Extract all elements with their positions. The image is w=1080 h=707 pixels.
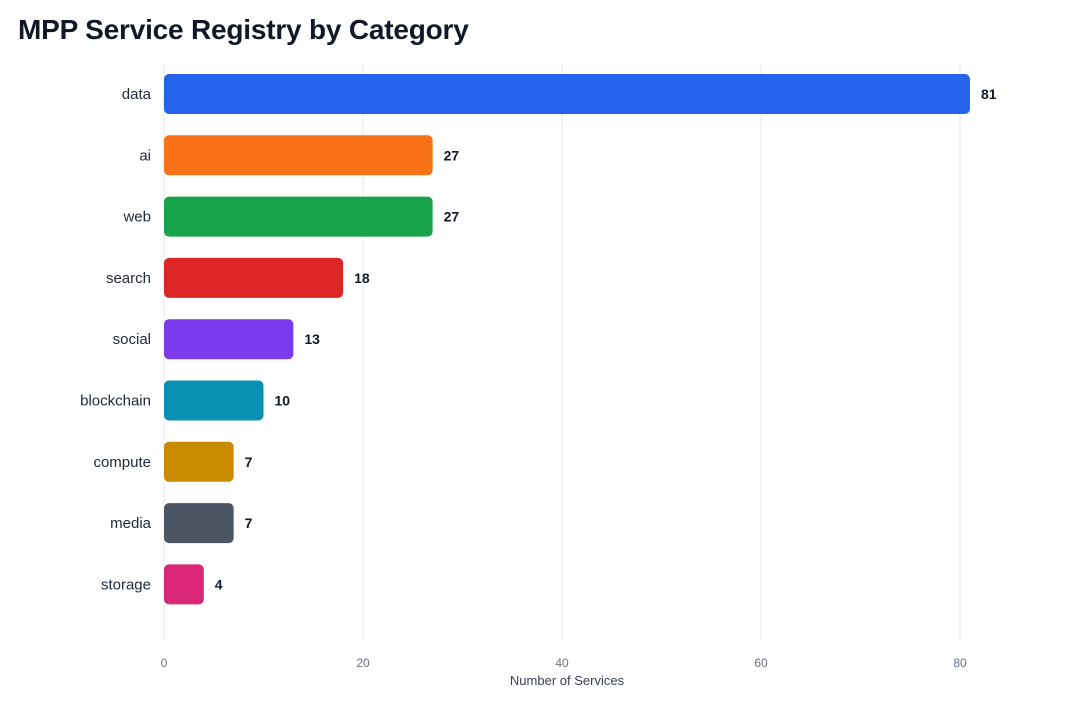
category-label-search: search <box>106 270 151 287</box>
x-tick-label: 40 <box>555 656 569 670</box>
value-label-social: 13 <box>304 331 320 347</box>
x-tick-label: 20 <box>356 656 370 670</box>
value-label-blockchain: 10 <box>275 393 291 409</box>
category-label-ai: ai <box>139 147 151 164</box>
value-label-data: 81 <box>981 86 997 102</box>
x-tick-label: 60 <box>754 656 768 670</box>
bar-storage <box>164 564 204 605</box>
x-tick-label: 80 <box>953 656 967 670</box>
bar-blockchain <box>164 380 264 421</box>
category-label-social: social <box>113 331 151 348</box>
value-labels: 81 27 27 18 13 10 7 7 4 <box>215 86 997 592</box>
value-label-media: 7 <box>245 515 253 531</box>
value-label-compute: 7 <box>245 454 253 470</box>
bar-web <box>164 196 433 237</box>
bar-search <box>164 257 344 298</box>
value-label-web: 27 <box>444 209 460 225</box>
chart-title: MPP Service Registry by Category <box>18 14 469 45</box>
category-label-compute: compute <box>93 454 151 471</box>
value-label-storage: 4 <box>215 576 223 592</box>
value-label-search: 18 <box>354 270 370 286</box>
x-axis-title: Number of Services <box>510 673 625 688</box>
bar-data <box>164 74 970 114</box>
category-label-media: media <box>110 515 152 532</box>
category-label-storage: storage <box>101 576 151 593</box>
bar-compute <box>164 441 234 482</box>
x-tick-label: 0 <box>161 656 168 670</box>
value-label-ai: 27 <box>444 147 460 163</box>
x-axis-ticks: 0 20 40 60 80 <box>161 656 967 670</box>
bars <box>164 74 970 605</box>
category-label-data: data <box>122 86 152 103</box>
bar-media <box>164 503 234 544</box>
bar-ai <box>164 135 433 176</box>
category-label-web: web <box>122 209 151 226</box>
bar-social <box>164 319 294 360</box>
category-labels: data ai web search social blockchain compute me… <box>80 86 152 593</box>
category-label-blockchain: blockchain <box>80 393 151 410</box>
